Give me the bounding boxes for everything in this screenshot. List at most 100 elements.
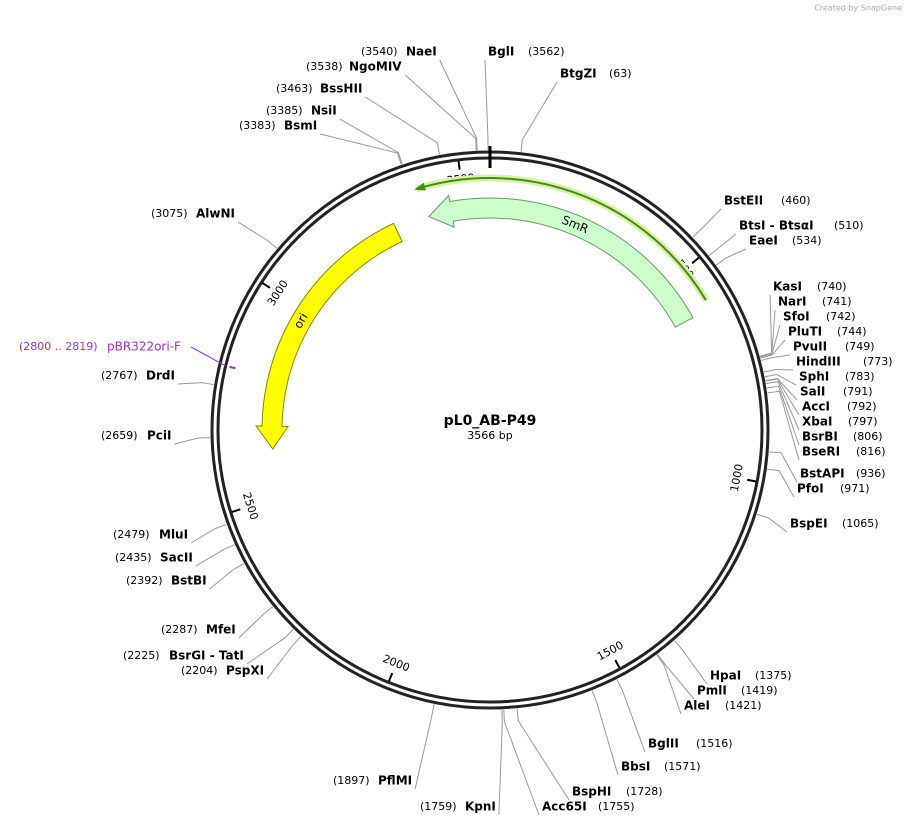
- enzyme-connector: [656, 654, 682, 715]
- enzyme-name: BsrBI: [802, 430, 838, 444]
- enzyme-position: (742): [826, 310, 856, 323]
- primer-range: (2800 .. 2819): [19, 340, 98, 353]
- enzyme-connector: [715, 248, 747, 266]
- map-tick: [387, 672, 394, 682]
- enzyme-connector: [767, 390, 800, 461]
- enzyme-name: PvuII: [793, 340, 827, 354]
- enzyme-connector: [764, 373, 797, 386]
- enzyme-name: BglII: [648, 737, 679, 751]
- map-tick-label: 3000: [265, 278, 291, 309]
- enzyme-connector: [767, 468, 795, 498]
- enzyme-connector: [439, 59, 478, 151]
- enzyme-position: (806): [853, 430, 883, 443]
- enzyme-position: (2435): [115, 551, 152, 564]
- enzyme-name: SacII: [160, 551, 193, 565]
- enzyme-connector: [320, 133, 402, 165]
- enzyme-name: AccI: [802, 400, 830, 414]
- enzyme-position: (2659): [101, 429, 138, 442]
- map-tick-label: 1500: [595, 638, 626, 663]
- strand-line: [416, 177, 707, 301]
- enzyme-connector: [238, 606, 274, 639]
- enzyme-connector: [657, 654, 695, 700]
- enzyme-connector: [759, 294, 773, 357]
- enzyme-name: Acc65I: [542, 800, 587, 814]
- enzyme-connector: [765, 378, 798, 401]
- enzyme-connector: [246, 628, 294, 665]
- enzyme-connector: [766, 381, 800, 431]
- enzyme-name: BstEII: [724, 194, 763, 208]
- enzyme-connector: [766, 385, 800, 446]
- feature-arrow: [255, 222, 403, 450]
- enzyme-position: (773): [863, 355, 893, 368]
- enzyme-position: (3540): [361, 45, 398, 58]
- enzyme-name: KasI: [773, 280, 802, 294]
- enzyme-name: BspHI: [572, 785, 611, 799]
- map-tick: [614, 659, 621, 669]
- enzyme-position: (460): [781, 194, 811, 207]
- enzyme-position: (3562): [528, 45, 565, 58]
- enzyme-connector: [756, 513, 788, 533]
- enzyme-name: PluTI: [788, 325, 822, 339]
- map-tick: [231, 508, 241, 513]
- map-tick-label: 2500: [240, 491, 261, 522]
- enzyme-connector: [760, 339, 786, 359]
- enzyme-connector: [414, 704, 435, 790]
- enzyme-name: KpnI: [465, 800, 496, 814]
- enzyme-connector: [209, 563, 245, 590]
- enzyme-position: (2392): [126, 574, 163, 587]
- enzyme-name: BseRI: [802, 445, 840, 459]
- enzyme-name: HpaI: [710, 669, 741, 683]
- enzyme-name: DrdI: [146, 369, 175, 383]
- enzyme-connector: [591, 690, 619, 776]
- credit: Created by SnapGene: [814, 4, 902, 13]
- enzyme-position: (2767): [101, 369, 138, 382]
- enzyme-position: (740): [817, 280, 847, 293]
- primer-connector: [190, 346, 226, 367]
- enzyme-position: (3383): [239, 119, 276, 132]
- map-tick-label: 2000: [381, 652, 412, 675]
- enzyme-position: (741): [822, 295, 852, 308]
- enzyme-name: BspEI: [790, 517, 828, 531]
- enzyme-name: EaeI: [749, 234, 778, 248]
- primer-name: pBR322ori-F: [107, 340, 181, 354]
- enzyme-name: BbsI: [621, 760, 650, 774]
- enzyme-connector: [266, 636, 302, 680]
- enzyme-position: (1421): [725, 699, 762, 712]
- enzyme-connector: [516, 708, 570, 801]
- enzyme-name: BstAPI: [800, 467, 845, 481]
- enzyme-name: NaeI: [406, 45, 437, 59]
- enzyme-name: BglI: [488, 45, 514, 59]
- enzyme-name: BsrGI - TatI: [169, 649, 244, 663]
- enzyme-position: (971): [840, 482, 870, 495]
- enzyme-position: (2479): [113, 528, 150, 541]
- plasmid-length: 3566 bp: [467, 429, 512, 442]
- enzyme-position: (783): [845, 370, 875, 383]
- enzyme-name: AleI: [684, 699, 710, 713]
- enzyme-position: (510): [834, 219, 864, 232]
- enzyme-name: PciI: [147, 429, 172, 443]
- enzyme-name: PspXI: [226, 664, 264, 678]
- enzyme-name: BtsI - BtsαI: [739, 219, 814, 233]
- enzyme-connector: [503, 709, 540, 816]
- enzyme-connector: [177, 382, 214, 386]
- enzyme-position: (1375): [755, 669, 792, 682]
- enzyme-position: (1571): [664, 760, 701, 773]
- enzyme-connector: [708, 233, 737, 257]
- enzyme-position: (1755): [598, 800, 635, 813]
- enzyme-connector: [760, 309, 776, 358]
- enzyme-name: MluI: [159, 528, 188, 542]
- enzyme-connector: [769, 451, 798, 483]
- enzyme-position: (2287): [161, 623, 198, 636]
- enzyme-position: (63): [609, 67, 632, 80]
- enzyme-position: (1419): [741, 684, 778, 697]
- enzyme-connector: [674, 640, 708, 685]
- enzyme-connector: [190, 524, 227, 544]
- map-tick: [691, 256, 700, 265]
- enzyme-position: (792): [847, 400, 877, 413]
- enzyme-connector: [174, 437, 211, 445]
- enzyme-position: (1728): [626, 785, 663, 798]
- enzyme-position: (1065): [842, 517, 879, 530]
- enzyme-connector: [404, 74, 477, 151]
- enzyme-position: (1897): [333, 774, 370, 787]
